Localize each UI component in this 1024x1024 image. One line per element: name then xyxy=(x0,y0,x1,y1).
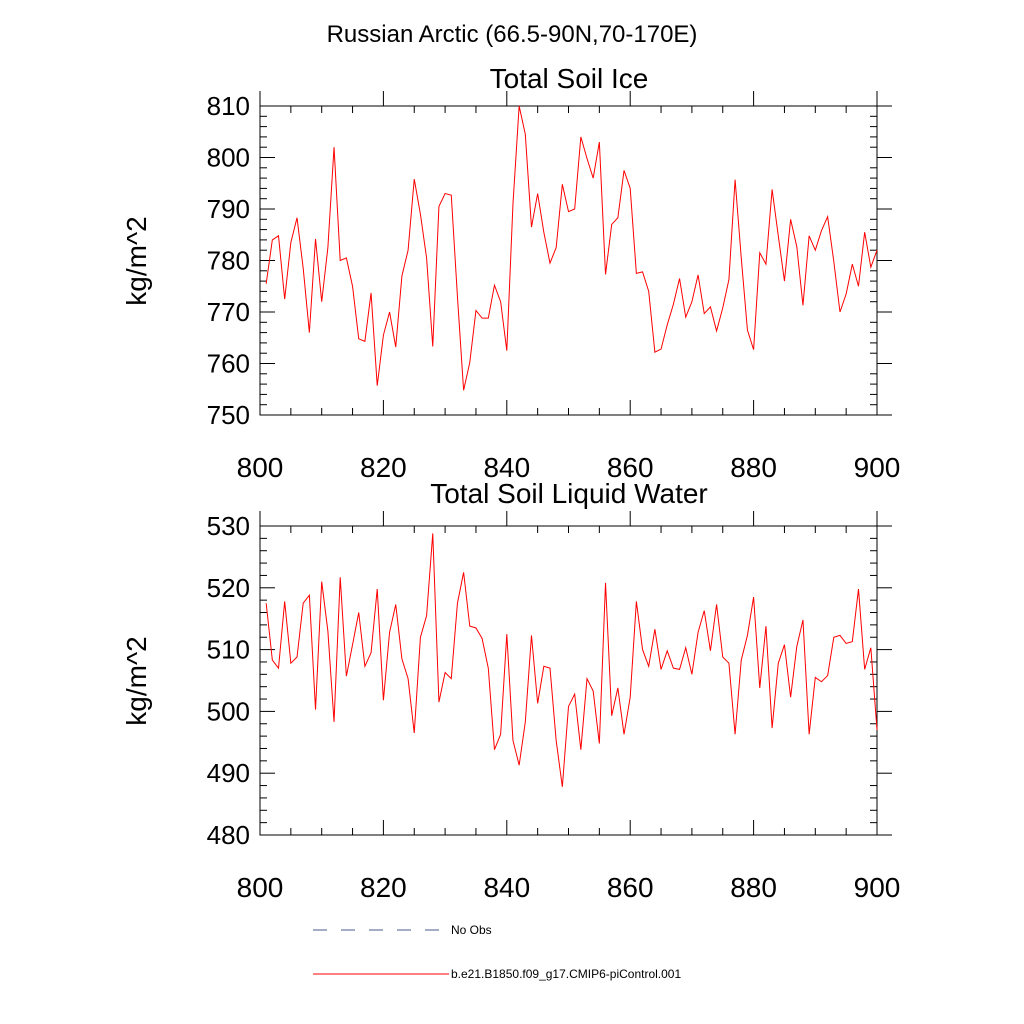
y-tick-label: 800 xyxy=(207,143,250,173)
data-line-group xyxy=(265,533,878,787)
y-tick-label: 790 xyxy=(207,194,250,224)
x-tick-label: 860 xyxy=(607,872,654,903)
x-tick-label: 820 xyxy=(360,452,407,483)
y-tick-label: 750 xyxy=(207,400,250,430)
x-tick-label: 900 xyxy=(854,872,901,903)
axis-ticks: 800 820 840 860 880 900 480 490 500 510 520 530 xyxy=(207,511,901,903)
series-line xyxy=(265,533,878,787)
x-tick-label: 860 xyxy=(607,452,654,483)
y-tick-label: 530 xyxy=(207,511,250,541)
axis-ticks: 800 820 840 860 880 900 750 760 770 780 790 800 810 xyxy=(207,91,901,483)
x-tick-label: 900 xyxy=(854,452,901,483)
y-tick-label: 760 xyxy=(207,349,250,379)
legend-label-model: b.e21.B1850.f09_g17.CMIP6-piControl.001 xyxy=(451,967,681,981)
plot-frame xyxy=(259,525,878,836)
y-tick-label: 510 xyxy=(207,635,250,665)
legend-label-no-obs: No Obs xyxy=(451,923,492,937)
x-tick-label: 880 xyxy=(730,452,777,483)
chart-title: Total Soil Ice xyxy=(490,63,649,94)
series-line xyxy=(265,105,878,391)
plot-frame xyxy=(259,105,878,416)
x-tick-label: 800 xyxy=(237,452,284,483)
y-tick-label: 520 xyxy=(207,573,250,603)
y-tick-label: 770 xyxy=(207,297,250,327)
y-tick-label: 480 xyxy=(207,820,250,850)
y-axis-label: kg/m^2 xyxy=(121,636,152,725)
y-tick-label: 490 xyxy=(207,758,250,788)
y-tick-label: 810 xyxy=(207,91,250,121)
chart-panel-soil-liquid-water: Total Soil Liquid Water kg/m^2 800 820 840… xyxy=(121,478,900,903)
y-axis-label: kg/m^2 xyxy=(121,216,152,305)
legend: No Obs b.e21.B1850.f09_g17.CMIP6-piContr… xyxy=(313,923,681,981)
x-tick-label: 880 xyxy=(730,872,777,903)
chart-title: Total Soil Liquid Water xyxy=(430,478,708,509)
x-tick-label: 840 xyxy=(483,452,530,483)
y-tick-label: 500 xyxy=(207,696,250,726)
data-line-group xyxy=(265,105,878,391)
x-tick-label: 840 xyxy=(483,872,530,903)
figure-title: Russian Arctic (66.5-90N,70-170E) xyxy=(327,21,698,48)
y-tick-label: 780 xyxy=(207,246,250,276)
x-tick-label: 820 xyxy=(360,872,407,903)
chart-panel-soil-ice: Total Soil Ice kg/m^2 800 820 840 860 880 900… xyxy=(121,63,900,483)
x-tick-label: 800 xyxy=(237,872,284,903)
